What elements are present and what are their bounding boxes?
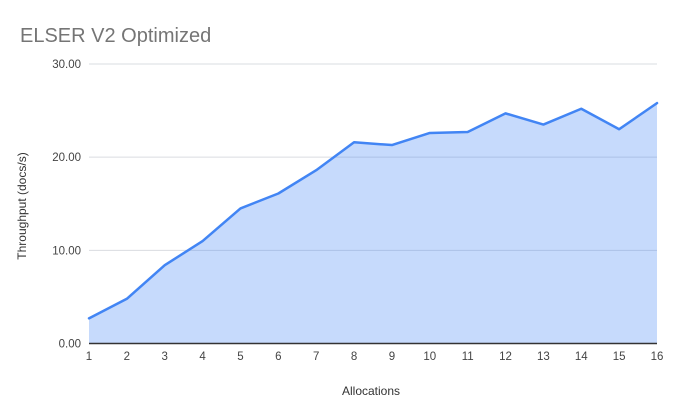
- x-tick-label: 5: [237, 351, 243, 363]
- x-tick-label: 7: [313, 351, 319, 363]
- x-axis-title: Allocations: [341, 384, 401, 398]
- x-tick-label: 4: [199, 351, 206, 363]
- series-area-fill: [89, 103, 657, 344]
- x-tick-label: 2: [124, 351, 130, 363]
- x-tick-label: 10: [423, 351, 436, 363]
- y-tick-label: 20.00: [52, 152, 81, 164]
- y-tick-label: 0.00: [59, 339, 81, 351]
- series-line: [87, 101, 659, 320]
- x-tick-label: 13: [537, 351, 550, 363]
- y-tick-label: 10.00: [52, 245, 81, 257]
- x-tick-label: 15: [613, 351, 626, 363]
- x-tick-label: 1: [86, 351, 92, 363]
- x-tick-label: 11: [462, 351, 474, 363]
- x-tick-label: 14: [575, 351, 588, 363]
- x-tick-label: 8: [351, 351, 357, 363]
- x-tick-label: 16: [651, 351, 664, 363]
- chart-title: ELSER V2 Optimized: [20, 25, 212, 47]
- x-tick-label: 3: [162, 351, 168, 363]
- y-tick-label: 30.00: [52, 59, 81, 71]
- x-tick-label: 9: [389, 351, 395, 363]
- x-tick-label: 12: [499, 351, 512, 363]
- x-tick-label: 6: [275, 351, 281, 363]
